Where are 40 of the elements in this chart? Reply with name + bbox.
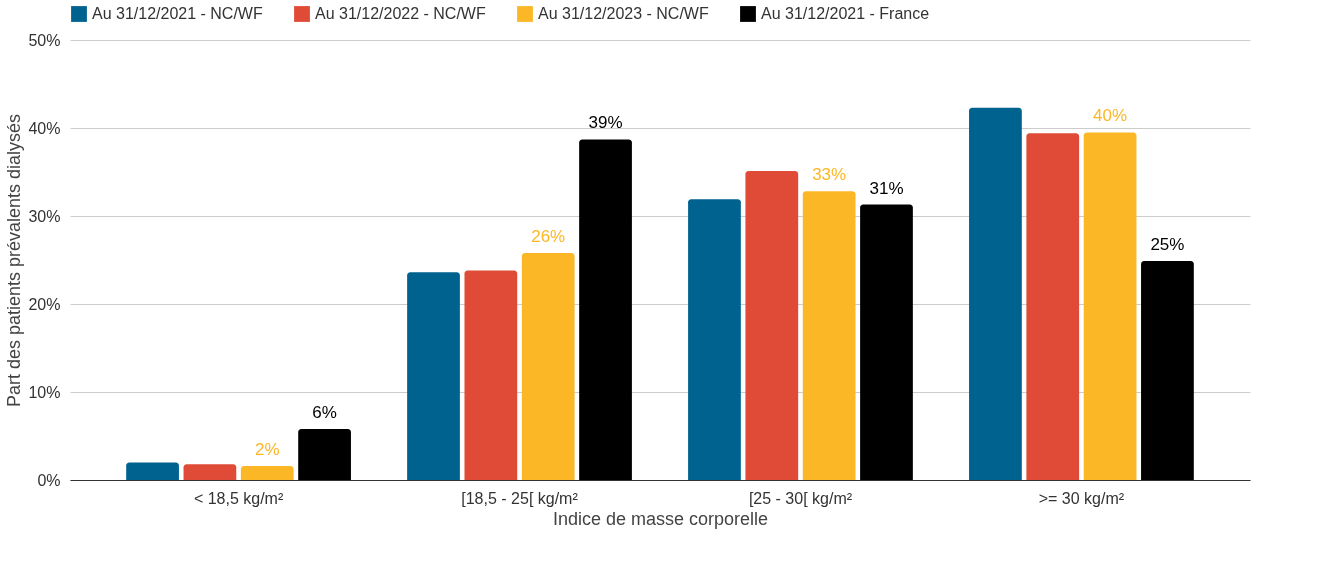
bar bbox=[183, 464, 237, 480]
data-label: 26% bbox=[531, 226, 566, 246]
bar bbox=[579, 139, 632, 480]
data-label: 33% bbox=[812, 165, 847, 185]
legend-label: Au 31/12/2022 - NC/WF bbox=[315, 5, 486, 22]
bar bbox=[1026, 133, 1080, 480]
y-tick-label: 30% bbox=[28, 207, 61, 225]
y-axis-title: Part des patients prévalents dialysés bbox=[4, 113, 25, 408]
data-label: 31% bbox=[869, 178, 904, 198]
x-tick-label: >= 30 kg/m² bbox=[1038, 489, 1125, 507]
y-tick-label: 50% bbox=[28, 31, 61, 49]
bar bbox=[464, 270, 518, 480]
bar bbox=[126, 462, 179, 480]
bar bbox=[521, 252, 575, 480]
x-axis-title: Indice de masse corporelle bbox=[552, 508, 769, 529]
x-tick-label: [18,5 - 25[ kg/m² bbox=[461, 489, 579, 507]
x-tick-label: [25 - 30[ kg/m² bbox=[748, 489, 853, 507]
data-label: 40% bbox=[1093, 106, 1128, 126]
legend-label: Au 31/12/2021 - NC/WF bbox=[92, 5, 263, 22]
y-tick-label: 0% bbox=[37, 471, 61, 489]
bar bbox=[1083, 132, 1137, 480]
bar bbox=[407, 272, 460, 480]
y-tick-label: 40% bbox=[28, 119, 61, 137]
legend-label: Au 31/12/2021 - France bbox=[761, 5, 930, 22]
bar bbox=[298, 428, 351, 480]
data-label: 6% bbox=[312, 402, 337, 422]
bar bbox=[240, 465, 294, 480]
data-label: 39% bbox=[588, 113, 623, 133]
data-label: 2% bbox=[254, 439, 280, 459]
legend-label: Au 31/12/2023 - NC/WF bbox=[538, 5, 709, 22]
bar bbox=[745, 171, 799, 480]
data-label: 25% bbox=[1150, 234, 1185, 254]
bar bbox=[969, 107, 1022, 480]
bar bbox=[860, 204, 913, 480]
y-tick-label: 10% bbox=[28, 383, 61, 401]
bar bbox=[688, 199, 741, 480]
bar bbox=[1141, 260, 1194, 480]
y-tick-label: 20% bbox=[28, 295, 61, 313]
x-tick-label: < 18,5 kg/m² bbox=[193, 489, 284, 507]
bar bbox=[802, 191, 856, 480]
